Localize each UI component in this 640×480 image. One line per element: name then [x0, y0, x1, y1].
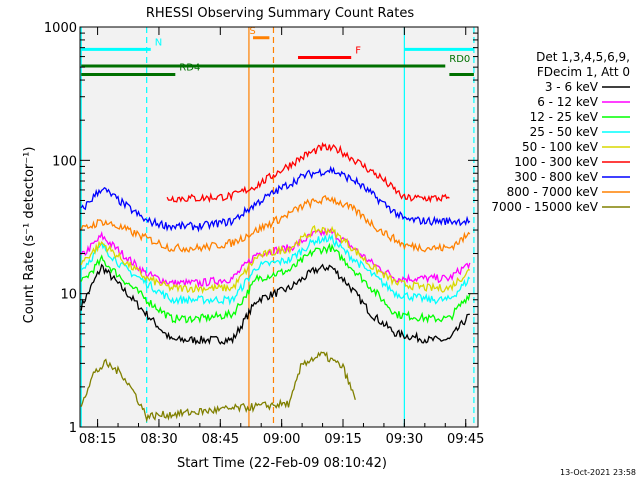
- y-tick-label: 100: [52, 154, 77, 169]
- series-line-8: [80, 351, 356, 423]
- legend-header-line-2: FDecim 1, Att 0: [537, 65, 630, 79]
- series-line-5: [166, 141, 450, 204]
- legend-entry-label: 50 - 100 keV: [522, 140, 599, 154]
- timestamp: 13-Oct-2021 23:58: [560, 468, 636, 477]
- flag-label: F: [355, 46, 361, 57]
- x-tick-label: 08:15: [79, 432, 116, 447]
- x-axis-label: Start Time (22-Feb-09 08:10:42): [177, 456, 387, 471]
- y-axis-ticks: 1 10 100 1000: [44, 21, 478, 436]
- plot-frame: [79, 26, 479, 428]
- y-tick-label: 10: [60, 288, 77, 303]
- flag-label: RD0: [449, 54, 470, 65]
- x-tick-label: 09:45: [447, 432, 484, 447]
- flag-label: S: [249, 26, 255, 37]
- legend-entry-label: 6 - 12 keV: [537, 95, 599, 109]
- legend: Det 1,3,4,5,6,9, FDecim 1, Att 0 3 - 6 k…: [491, 50, 630, 214]
- series-line-6: [80, 165, 471, 233]
- y-tick-label: 1: [69, 421, 77, 436]
- series-line-7: [80, 194, 471, 253]
- y-axis-label: Count Rate (s⁻¹ detector⁻¹): [22, 147, 37, 324]
- series-line-3: [80, 233, 471, 306]
- legend-entry-label: 12 - 25 keV: [530, 110, 599, 124]
- x-tick-label: 09:15: [324, 432, 361, 447]
- plot-area: N RD0 RD4 S F: [79, 26, 479, 428]
- x-tick-label: 09:00: [263, 432, 300, 447]
- legend-entry-label: 7000 - 15000 keV: [491, 200, 598, 214]
- legend-entry-label: 300 - 800 keV: [514, 170, 598, 184]
- x-tick-label: 09:30: [386, 432, 423, 447]
- legend-entry-label: 3 - 6 keV: [545, 80, 599, 94]
- legend-entry-label: 800 - 7000 keV: [507, 185, 599, 199]
- flag-label: RD4: [179, 63, 200, 74]
- series-line-4: [80, 225, 471, 295]
- x-axis-ticks: 08:15 08:30 08:45 09:00 09:15 09:30 09:45: [79, 27, 484, 447]
- x-tick-label: 08:30: [140, 432, 177, 447]
- legend-entry-label: 25 - 50 keV: [530, 125, 599, 139]
- x-tick-label: 08:45: [202, 432, 239, 447]
- series-line-1: [80, 227, 471, 288]
- legend-header-line-1: Det 1,3,4,5,6,9,: [536, 50, 630, 64]
- series-line-2: [80, 242, 471, 324]
- chart-title: RHESSI Observing Summary Count Rates: [146, 6, 415, 21]
- plot-background: [80, 27, 478, 427]
- series-line-0: [80, 263, 470, 346]
- flag-label: N: [155, 37, 162, 48]
- legend-entry-label: 100 - 300 keV: [514, 155, 598, 169]
- y-tick-label: 1000: [44, 21, 77, 36]
